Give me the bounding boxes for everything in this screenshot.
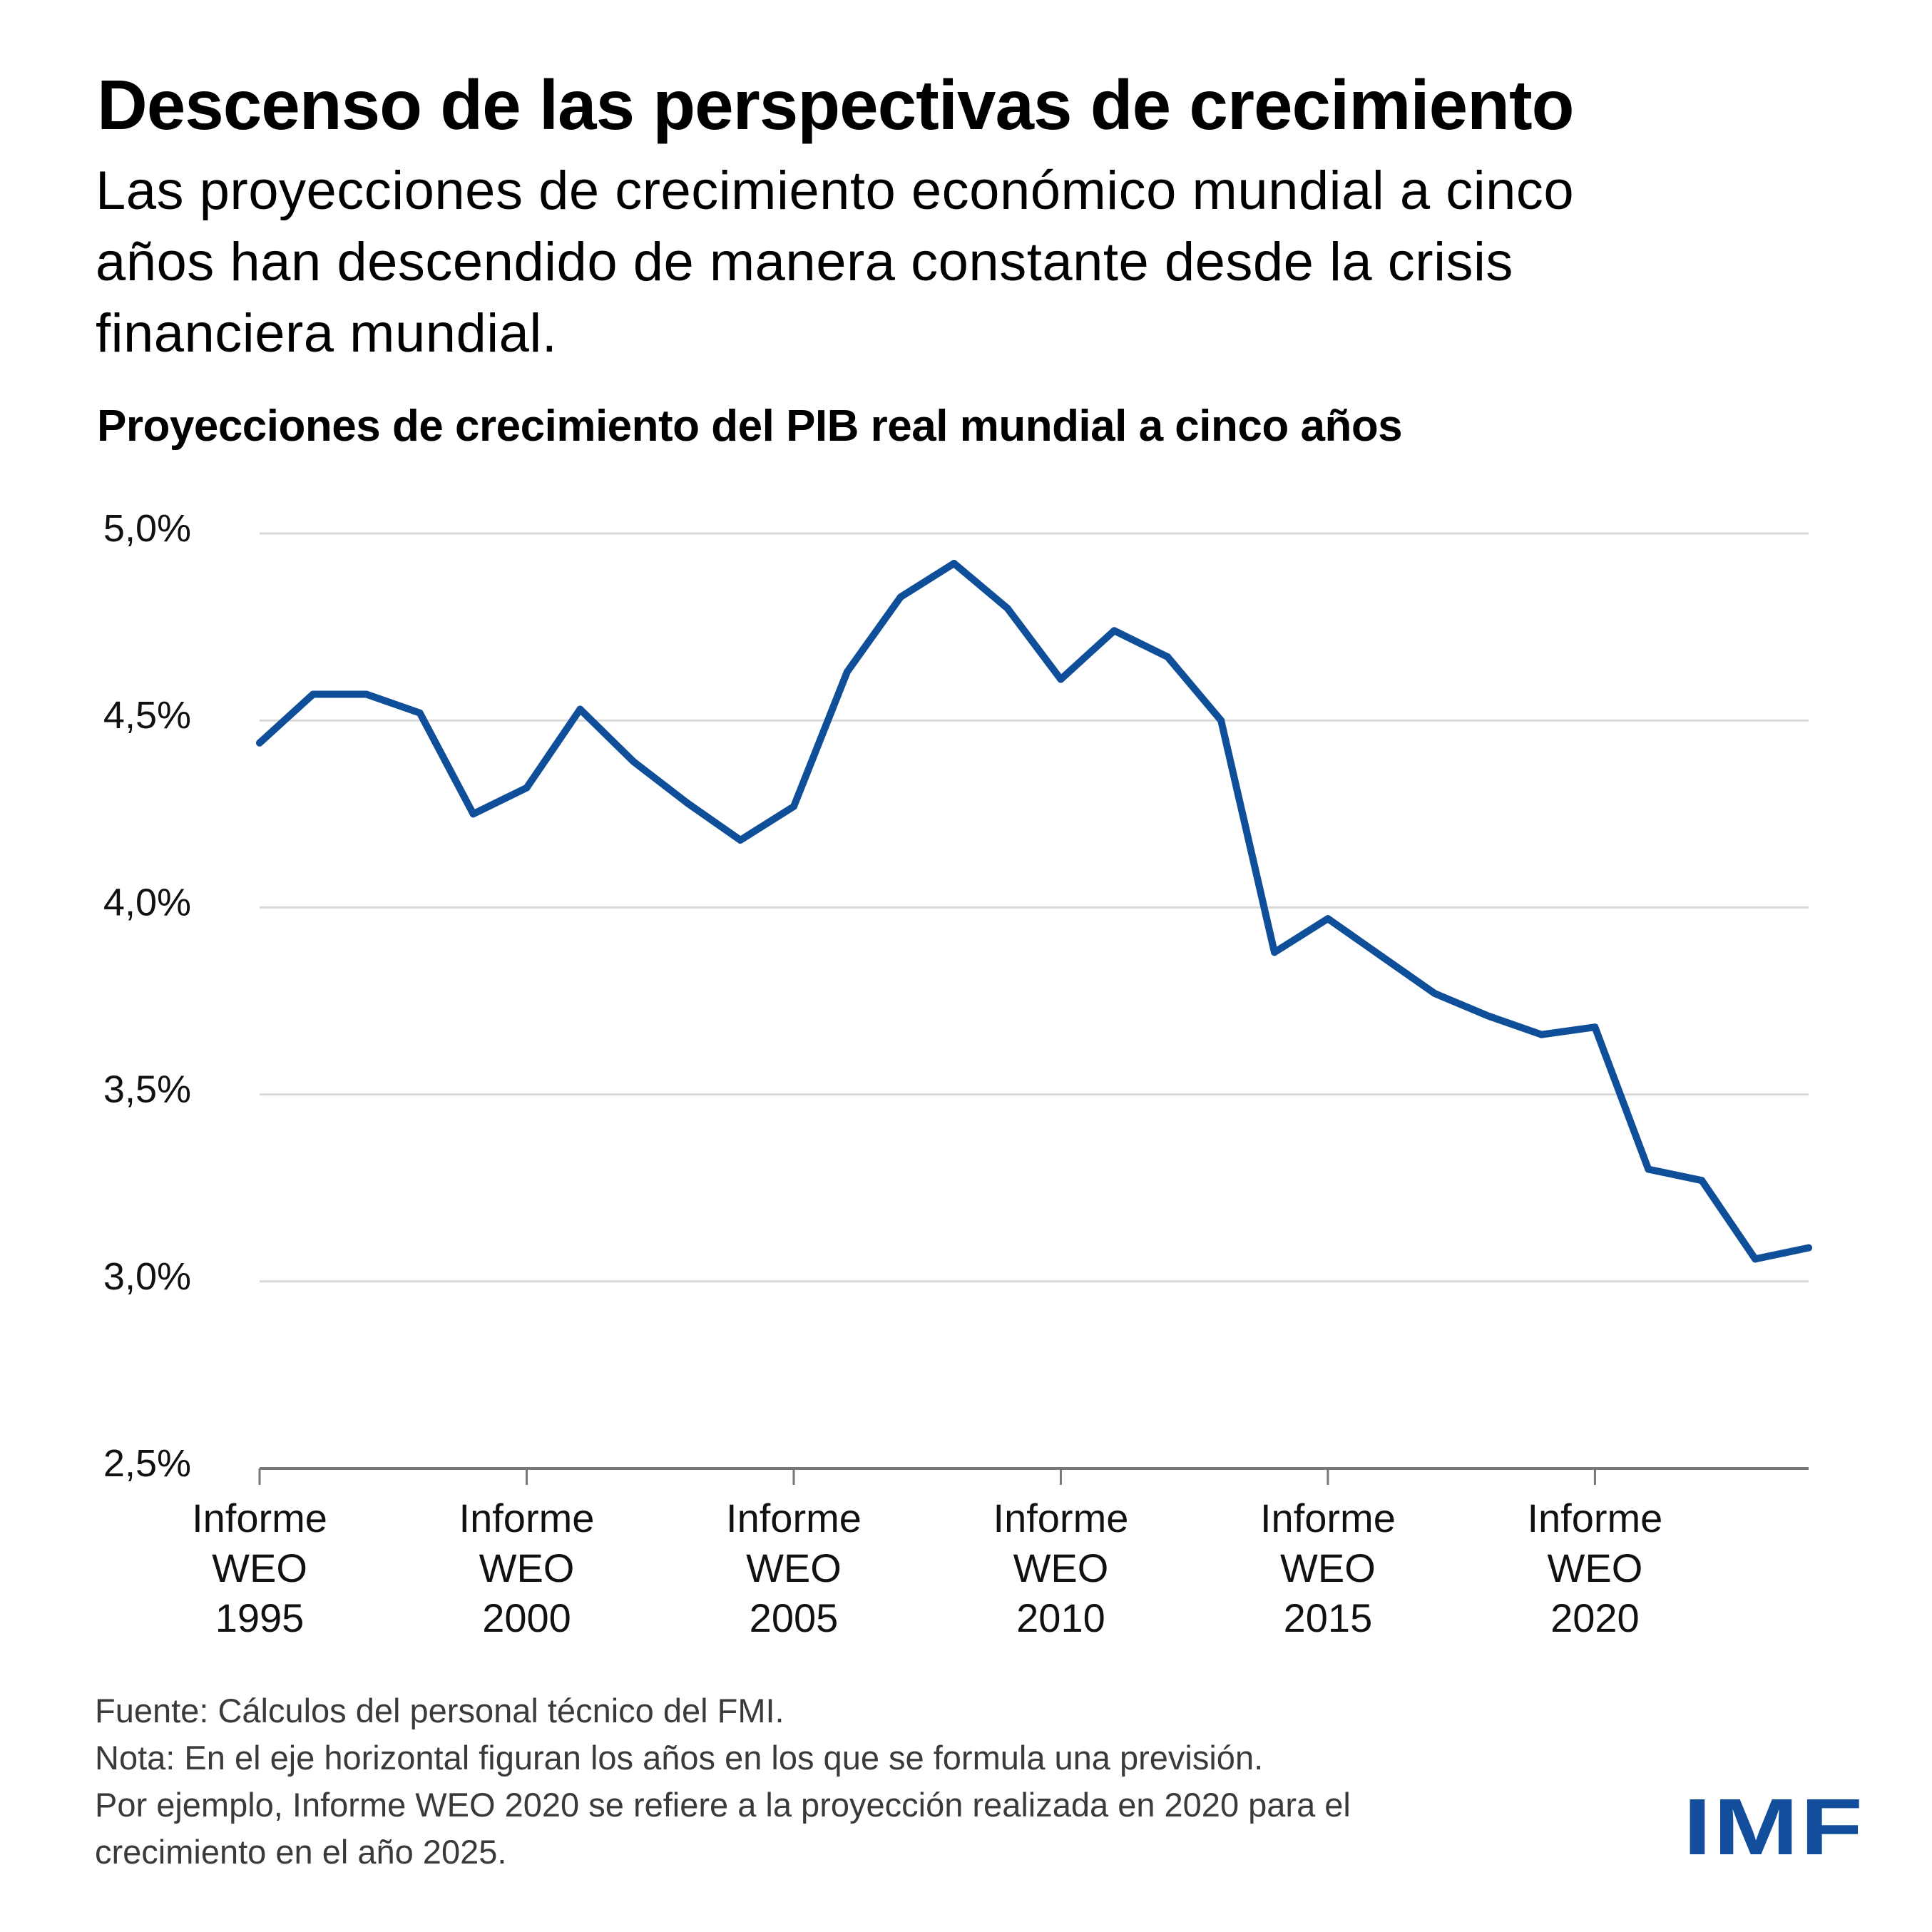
y-tick-label: 4,5%: [103, 694, 191, 737]
y-axis-labels: 5,0% 4,5% 4,0% 3,5% 3,0% 2,5%: [103, 507, 191, 1485]
x-tick-label-line: Informe: [726, 1496, 862, 1540]
x-tick-label-line: Informe: [1527, 1496, 1662, 1540]
data-point-2000: [523, 784, 531, 792]
x-tick-label-line: 2010: [1016, 1595, 1105, 1640]
x-tick-label: Informe WEO 2015: [1260, 1496, 1396, 1640]
x-tick-label: Informe WEO 2000: [459, 1496, 595, 1640]
x-tick-label-line: 2005: [750, 1595, 839, 1640]
x-tick-label-line: Informe: [1260, 1496, 1396, 1540]
y-tick-label: 3,0%: [103, 1255, 191, 1298]
y-tick-label: 3,5%: [103, 1068, 191, 1111]
data-point-2023: [1752, 1255, 1759, 1263]
footer-note-3: crecimiento en el año 2025.: [95, 1833, 507, 1871]
data-point-2024: [1805, 1244, 1812, 1252]
x-tick-label-line: Informe: [993, 1496, 1129, 1540]
x-tick-label: Informe WEO 2010: [993, 1496, 1129, 1640]
series-line: [256, 560, 1812, 1263]
x-tick-label-line: WEO: [479, 1545, 575, 1590]
data-point-2018: [1484, 1012, 1492, 1020]
y-tick-label: 2,5%: [103, 1442, 191, 1485]
x-tick-label-line: WEO: [746, 1545, 842, 1590]
y-tick-label: 5,0%: [103, 507, 191, 550]
data-point-1995: [256, 739, 263, 747]
data-point-1997: [362, 690, 370, 698]
series: [256, 559, 1812, 1263]
x-tick-label-line: 1995: [215, 1595, 305, 1640]
x-axis: [258, 1467, 1809, 1485]
data-point-2020: [1591, 1023, 1599, 1031]
gridlines: [260, 532, 1809, 1283]
data-point-2010: [1057, 675, 1065, 683]
data-point-2017: [1431, 990, 1438, 998]
x-tick-label: Informe WEO 2020: [1527, 1496, 1662, 1640]
data-point-2022: [1698, 1177, 1706, 1185]
data-point-2001: [576, 705, 584, 713]
subtitle-line-2: años han descendido de manera constante …: [96, 232, 1513, 292]
data-point-1998: [416, 709, 424, 717]
data-point-2008: [950, 559, 958, 567]
x-tick-label-line: 2020: [1550, 1595, 1640, 1640]
x-tick-label-line: 2000: [482, 1595, 571, 1640]
imf-logo: IMF: [1683, 1782, 1865, 1871]
chart-title: Proyecciones de crecimiento del PIB real…: [97, 402, 1403, 451]
data-point-2003: [683, 799, 691, 807]
data-point-2016: [1377, 952, 1385, 960]
data-point-1999: [469, 810, 477, 818]
footer-note-1: Nota: En el eje horizontal figuran los a…: [95, 1739, 1264, 1777]
page-title: Descenso de las perspectivas de crecimie…: [97, 66, 1574, 144]
x-tick-label-line: WEO: [1548, 1545, 1643, 1590]
x-tick-label-line: Informe: [192, 1496, 327, 1540]
x-tick-label: Informe WEO 2005: [726, 1496, 862, 1640]
y-tick-label: 4,0%: [103, 881, 191, 924]
data-point-2006: [843, 668, 851, 676]
x-tick-label-line: 2015: [1284, 1595, 1373, 1640]
data-point-2015: [1324, 915, 1332, 923]
data-point-2012: [1164, 653, 1172, 661]
footer-source: Fuente: Cálculos del personal técnico de…: [95, 1692, 784, 1729]
data-point-2009: [1003, 604, 1011, 612]
data-point-2021: [1645, 1165, 1652, 1173]
x-tick-label-line: Informe: [459, 1496, 595, 1540]
subtitle-line-1: Las proyecciones de crecimiento económic…: [96, 160, 1575, 221]
data-point-2019: [1538, 1031, 1545, 1038]
data-point-2002: [630, 757, 638, 765]
data-point-2013: [1217, 717, 1225, 725]
footer-note-2: Por ejemplo, Informe WEO 2020 se refiere…: [95, 1786, 1351, 1824]
subtitle-line-3: financiera mundial.: [96, 303, 558, 364]
data-point-1996: [309, 690, 317, 698]
x-tick-label-line: WEO: [212, 1545, 307, 1590]
x-tick-label-line: WEO: [1280, 1545, 1376, 1590]
data-point-2014: [1271, 949, 1279, 956]
data-point-2004: [737, 837, 745, 844]
data-point-2005: [789, 802, 797, 810]
x-tick-label-line: WEO: [1013, 1545, 1109, 1590]
x-axis-labels: Informe WEO 1995 Informe WEO 2000 Informe WEO 20…: [192, 1496, 1662, 1640]
data-point-2011: [1110, 627, 1118, 635]
x-tick-label: Informe WEO 1995: [192, 1496, 327, 1640]
data-point-2007: [896, 593, 904, 601]
